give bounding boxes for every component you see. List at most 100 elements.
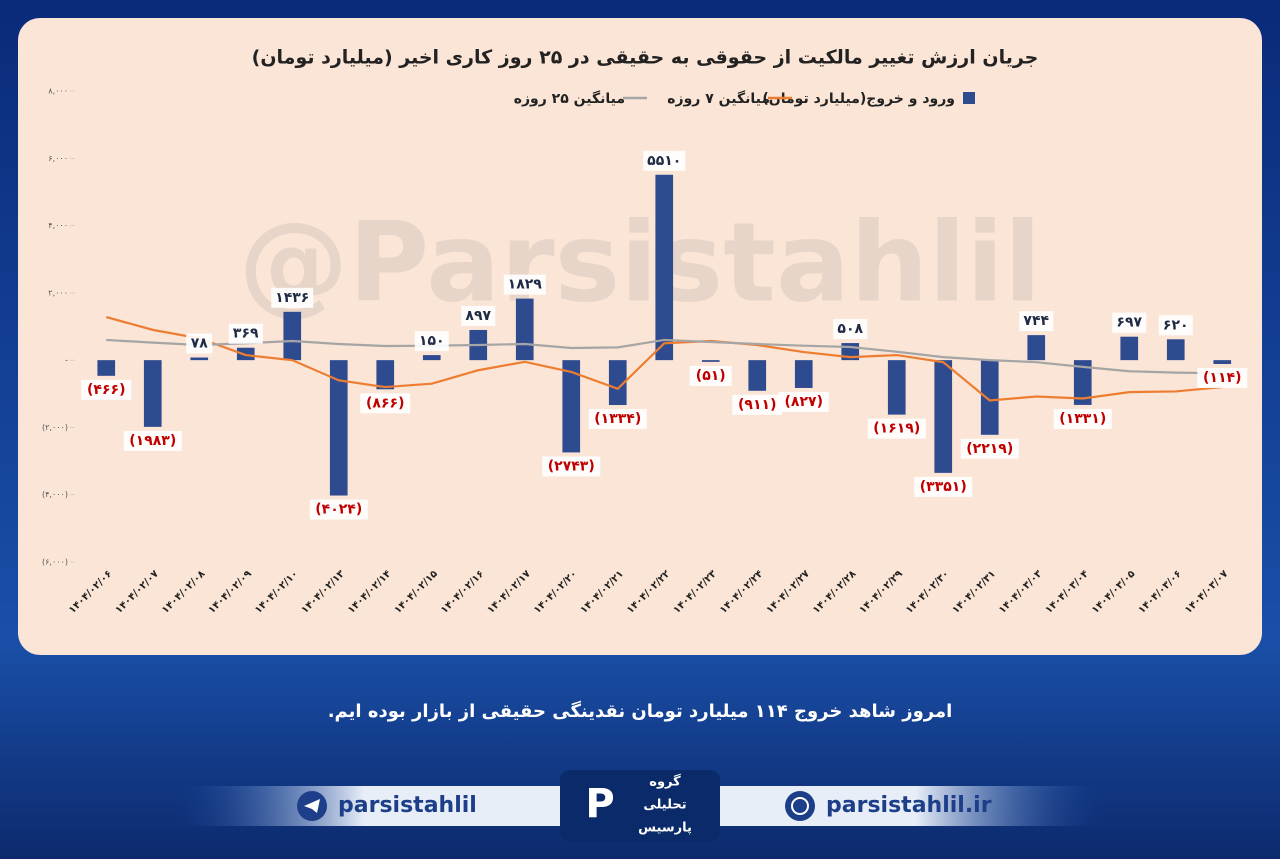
value-label: ۱۴۳۶: [275, 290, 309, 306]
bar: [794, 360, 813, 388]
value-label: (۵۱): [696, 368, 726, 384]
value-label: ۷۴۴: [1023, 313, 1049, 329]
value-label-box: [732, 394, 783, 415]
value-label-box: [228, 323, 263, 344]
value-label: (۱۱۴): [1203, 370, 1241, 386]
value-label-box: [1019, 311, 1054, 332]
value-label: ۶۹۷: [1116, 315, 1142, 331]
logo-mark: P: [585, 781, 614, 827]
bar: [1073, 360, 1092, 405]
web-icon: [785, 791, 815, 821]
bar: [562, 360, 581, 453]
value-label: (۸۶۶): [366, 395, 404, 411]
value-label: (۸۲۷): [785, 394, 823, 410]
plot: (۶,۰۰۰) (۴,۰۰۰) (۲,۰۰۰) - ۲,۰۰۰ ۴,۰۰۰ ۶,۰۰۰ ۸,۰…: [42, 87, 1248, 616]
value-label: ۶۲۰: [1163, 317, 1189, 333]
web-glyph: [791, 797, 809, 815]
bar: [190, 357, 209, 361]
value-label: ۵۰۸: [837, 321, 863, 337]
telegram-glyph: [304, 799, 320, 813]
value-label-box: [414, 331, 449, 352]
value-label: ۵۵۱۰: [647, 153, 681, 169]
y-tick-label: (۴,۰۰۰): [42, 490, 68, 499]
bar: [329, 360, 348, 496]
y-tick-label: -: [65, 356, 68, 365]
value-label: (۴۰۲۴): [315, 502, 362, 518]
bar: [1166, 339, 1185, 361]
y-tick-label: (۶,۰۰۰): [42, 558, 68, 567]
value-label-box: [1112, 312, 1147, 333]
watermark: @Parsistahlil: [238, 198, 1041, 326]
value-label: (۲۷۴۳): [548, 458, 595, 474]
value-label-box: [360, 393, 411, 414]
bar: [422, 355, 441, 361]
value-label-box: [588, 409, 647, 430]
caption: امروز شاهد خروج ۱۱۴ میلیارد تومان نقدینگ…: [328, 700, 953, 722]
average-line: [106, 338, 1223, 375]
value-label: ۱۵۰: [419, 333, 445, 349]
y-tick-label: (۲,۰۰۰): [42, 423, 68, 432]
value-label-box: [503, 274, 546, 295]
logo-line: گروه: [649, 774, 681, 790]
legend-swatch: [963, 92, 975, 104]
y-tick-label: ۶,۰۰۰: [48, 154, 68, 163]
value-label: (۱۳۳۱): [1059, 411, 1106, 427]
bar: [748, 360, 767, 391]
bar: [283, 311, 302, 361]
bar: [608, 360, 627, 406]
bar: [980, 360, 999, 435]
value-label-box: [867, 418, 926, 439]
value-label-box: [778, 391, 829, 412]
value-label-box: [689, 365, 732, 386]
value-label: (۲۲۱۹): [966, 441, 1013, 457]
value-label-box: [960, 438, 1019, 459]
logo-line: تحلیلی: [643, 798, 686, 813]
legend: ورود و خروج(میلیارد تومان)میانگین ۷ روزه…: [514, 90, 975, 107]
value-label-box: [914, 476, 973, 497]
bar: [655, 174, 674, 361]
bar: [701, 360, 720, 362]
value-label: (۱۳۳۴): [594, 411, 641, 427]
bar: [1120, 336, 1139, 361]
value-label-box: [309, 499, 368, 520]
value-label-box: [1053, 408, 1112, 429]
bar: [515, 298, 534, 361]
telegram-handle[interactable]: parsistahlil: [338, 793, 477, 818]
value-label-box: [186, 333, 213, 354]
bar: [887, 360, 906, 415]
website[interactable]: parsistahlil.ir: [826, 793, 992, 818]
legend-label: ورود و خروج(میلیارد تومان): [762, 91, 955, 107]
chart-title: جریان ارزش تغییر مالکیت از حقوقی به حقیق…: [252, 47, 1039, 69]
bar: [1213, 360, 1232, 364]
value-label-box: [271, 287, 314, 308]
value-label-box: [542, 456, 601, 477]
value-label-box: [123, 430, 182, 451]
bar: [143, 360, 162, 427]
value-label: (۹۱۱): [738, 397, 776, 413]
value-label: (۴۶۶): [87, 382, 125, 398]
value-label-box: [81, 379, 132, 400]
bar: [1027, 335, 1046, 361]
y-tick-label: ۸,۰۰۰: [48, 87, 68, 96]
value-label: ۸۹۷: [465, 308, 491, 324]
value-label: ۱۸۲۹: [508, 277, 543, 293]
value-label-box: [1158, 315, 1193, 336]
bar: [376, 360, 395, 390]
legend-label: میانگین ۷ روزه: [667, 90, 770, 107]
logo-box: [560, 770, 720, 842]
y-tick-label: ۴,۰۰۰: [48, 221, 68, 230]
bar: [934, 360, 953, 473]
value-label: (۱۶۱۹): [873, 421, 920, 437]
logo-line: پارسیس: [638, 821, 692, 836]
legend-label: میانگین ۲۵ روزه: [514, 90, 625, 107]
value-label: (۱۹۸۳): [129, 433, 176, 449]
value-label: ۳۶۹: [233, 326, 259, 342]
value-label: ۷۸: [191, 336, 209, 352]
value-label: (۳۳۵۱): [920, 479, 967, 495]
value-label-box: [1197, 367, 1248, 388]
bar: [97, 360, 116, 376]
y-tick-label: ۲,۰۰۰: [48, 288, 68, 297]
value-label-box: [461, 305, 496, 326]
